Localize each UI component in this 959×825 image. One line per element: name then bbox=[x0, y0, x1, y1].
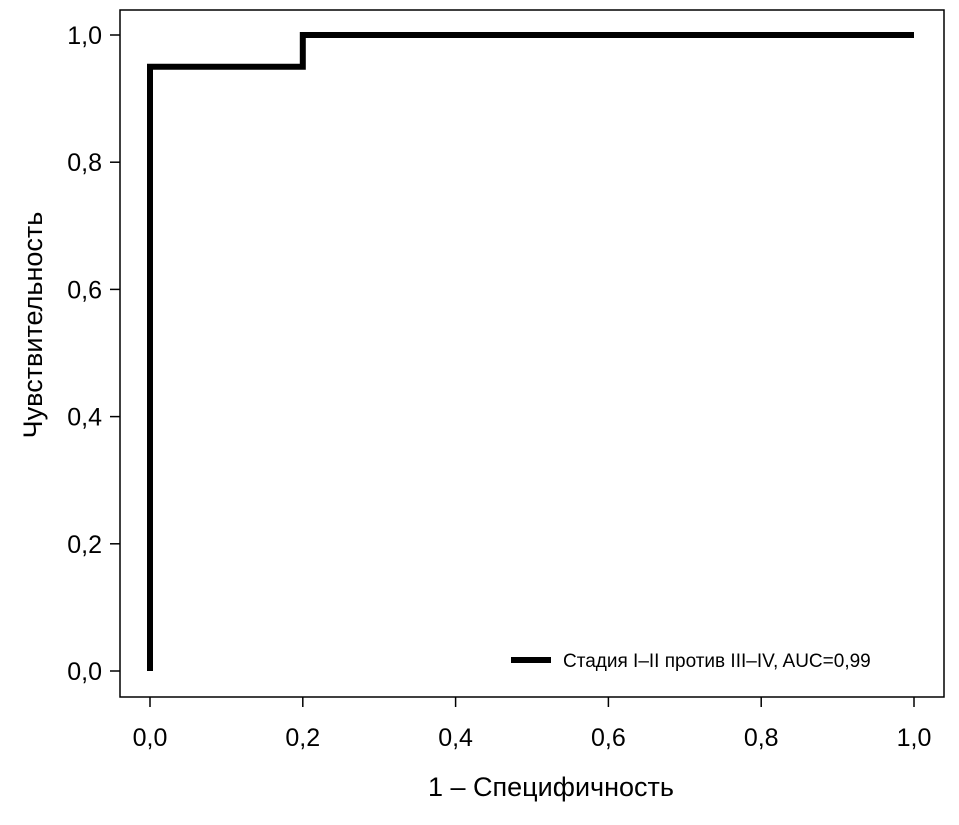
x-axis-ticks: 0,0 0,2 0,4 0,6 0,8 1,0 bbox=[133, 697, 932, 752]
x-axis-label: 1 – Специфичность bbox=[428, 772, 674, 802]
y-tick-label: 0,8 bbox=[67, 149, 102, 177]
y-tick-label: 0,2 bbox=[67, 531, 102, 559]
x-tick-label: 1,0 bbox=[897, 724, 932, 752]
x-tick-label: 0,0 bbox=[133, 724, 168, 752]
roc-curve-line bbox=[147, 32, 914, 671]
series-layer bbox=[147, 32, 914, 671]
legend: Стадия I–II против III–IV, AUC=0,99 bbox=[511, 651, 871, 672]
x-tick-label: 0,4 bbox=[438, 724, 473, 752]
x-tick-label: 0,2 bbox=[285, 724, 320, 752]
y-axis-ticks: 0,0 0,2 0,4 0,6 0,8 1,0 bbox=[67, 22, 120, 686]
y-tick-label: 0,6 bbox=[67, 276, 102, 304]
legend-label: Стадия I–II против III–IV, AUC=0,99 bbox=[563, 651, 871, 672]
y-tick-label: 1,0 bbox=[67, 22, 102, 50]
y-tick-label: 0,4 bbox=[67, 404, 102, 432]
x-tick-label: 0,8 bbox=[744, 724, 779, 752]
plot-frame bbox=[119, 9, 945, 698]
y-tick-label: 0,0 bbox=[67, 658, 102, 686]
y-axis-label: Чувствительность bbox=[18, 212, 48, 439]
x-tick-label: 0,6 bbox=[591, 724, 626, 752]
